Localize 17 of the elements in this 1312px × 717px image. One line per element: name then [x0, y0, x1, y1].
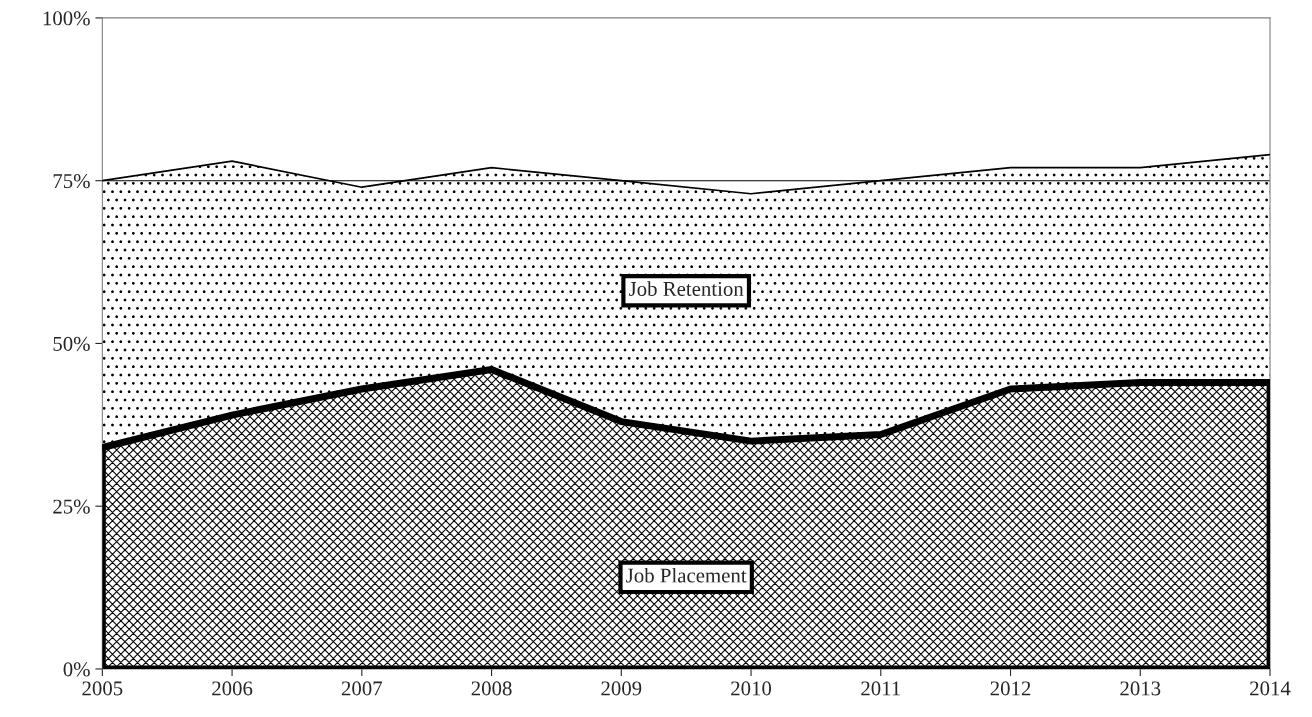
series-label: Job Placement: [626, 567, 747, 583]
x-tick-label: 2007: [341, 681, 383, 696]
x-tick-label: 2008: [471, 681, 512, 696]
y-tick-label: 75%: [53, 174, 90, 189]
x-tick-label: 2009: [601, 681, 642, 696]
y-tick-label: 25%: [53, 499, 90, 514]
y-tick-label: 100%: [43, 11, 90, 26]
x-tick-label: 2010: [731, 681, 772, 696]
series-label: Job Retention: [629, 281, 744, 296]
x-tick-label: 2005: [82, 681, 123, 696]
y-tick-label: 50%: [53, 336, 90, 351]
x-tick-label: 2011: [861, 681, 900, 696]
x-tick-label: 2013: [1120, 681, 1161, 696]
x-tick-label: 2014: [1250, 681, 1291, 696]
x-tick-label: 2012: [990, 681, 1031, 696]
x-tick-label: 2006: [212, 681, 253, 696]
y-tick-label: 0%: [63, 662, 90, 677]
